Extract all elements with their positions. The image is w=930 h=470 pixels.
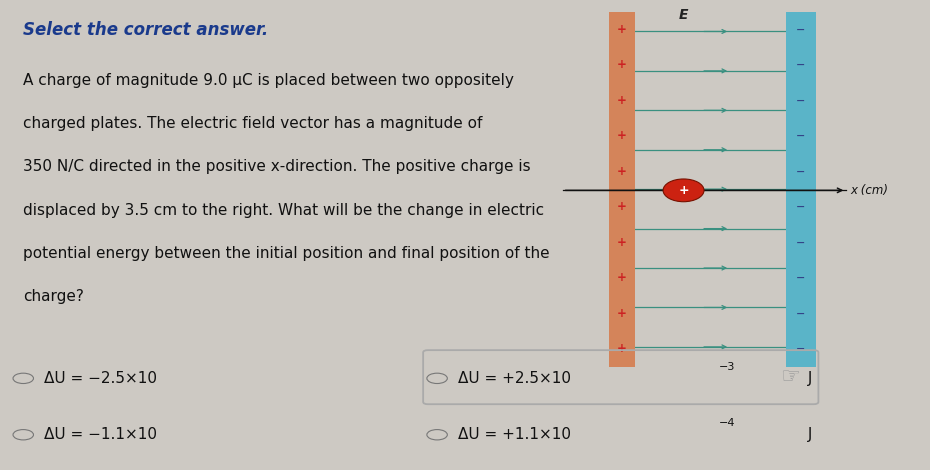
Text: −: − (796, 273, 805, 283)
Text: −: − (796, 308, 805, 318)
Text: +: + (618, 236, 627, 249)
Text: +: + (618, 23, 627, 36)
Text: ΔU = +1.1×10: ΔU = +1.1×10 (458, 427, 571, 442)
Bar (609, 12, 635, 367)
Text: −: − (796, 202, 805, 212)
Text: x (cm): x (cm) (850, 184, 888, 197)
Text: −: − (796, 95, 805, 105)
Text: −3: −3 (719, 361, 736, 372)
Text: +: + (618, 342, 627, 355)
Text: +: + (618, 58, 627, 71)
Text: charge?: charge? (23, 289, 84, 304)
Text: ΔU = −1.1×10: ΔU = −1.1×10 (44, 427, 157, 442)
Text: E: E (679, 8, 688, 23)
Text: 350 N/C directed in the positive x-direction. The positive charge is: 350 N/C directed in the positive x-direc… (23, 159, 531, 174)
Text: +: + (618, 271, 627, 284)
Text: −: − (796, 344, 805, 354)
Text: A charge of magnitude 9.0 μC is placed between two oppositely: A charge of magnitude 9.0 μC is placed b… (23, 73, 514, 88)
Text: Select the correct answer.: Select the correct answer. (23, 21, 269, 39)
Text: J: J (804, 371, 813, 386)
Text: −4: −4 (719, 418, 736, 428)
Ellipse shape (663, 179, 704, 202)
Text: ΔU = −2.5×10: ΔU = −2.5×10 (44, 371, 157, 386)
Text: +: + (618, 200, 627, 213)
Text: displaced by 3.5 cm to the right. What will be the change in electric: displaced by 3.5 cm to the right. What w… (23, 203, 544, 218)
Text: −: − (796, 60, 805, 70)
Text: −: − (796, 237, 805, 247)
Text: +: + (678, 184, 689, 197)
Text: ΔU = +2.5×10: ΔU = +2.5×10 (458, 371, 571, 386)
Text: +: + (618, 129, 627, 142)
Text: potential energy between the initial position and final position of the: potential energy between the initial pos… (23, 246, 550, 261)
Text: ☞: ☞ (780, 367, 801, 387)
Text: −: − (796, 131, 805, 141)
Text: +: + (618, 307, 627, 320)
Text: charged plates. The electric field vector has a magnitude of: charged plates. The electric field vecto… (23, 116, 483, 131)
Text: −: − (796, 166, 805, 176)
Text: −: − (796, 24, 805, 34)
Text: J: J (804, 427, 813, 442)
Bar (786, 12, 816, 367)
Text: +: + (618, 94, 627, 107)
Text: +: + (618, 165, 627, 178)
